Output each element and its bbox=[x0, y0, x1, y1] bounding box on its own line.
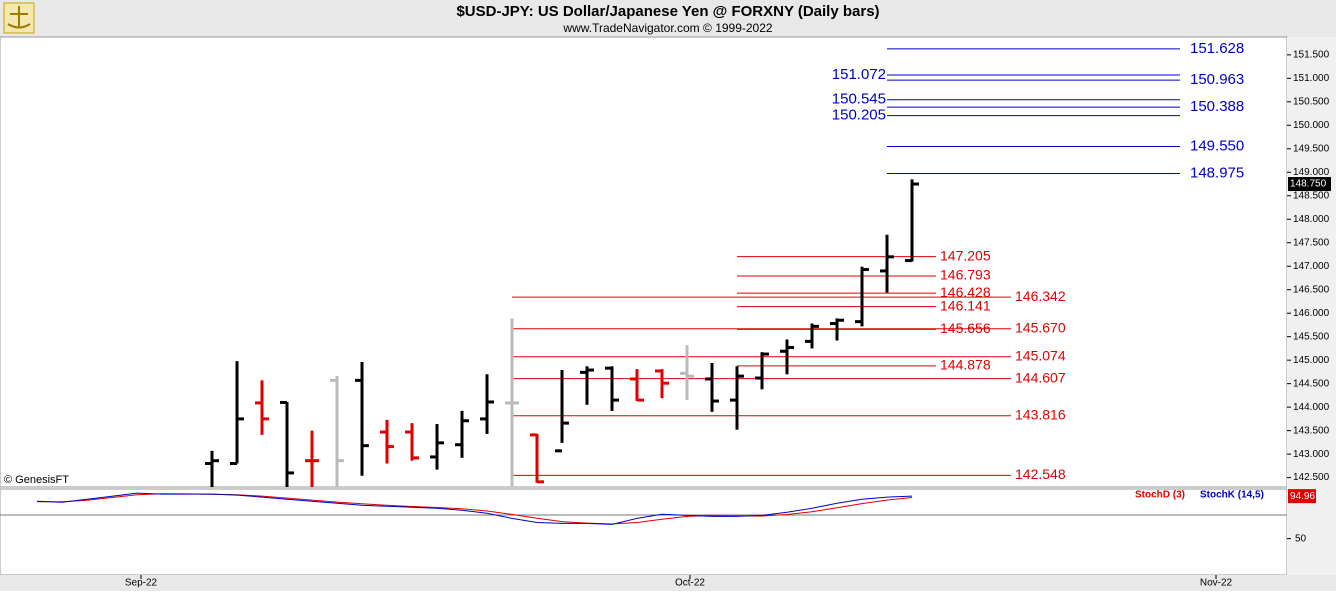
price-plot: 151.628 151.072 150.963 150.545 150.388 150.2… bbox=[205, 40, 1244, 487]
level-label: 148.975 bbox=[1190, 164, 1244, 181]
level-label: 149.550 bbox=[1190, 137, 1244, 154]
stoch-plot bbox=[0, 492, 1287, 525]
level-label: 142.548 bbox=[1015, 466, 1066, 482]
last-price-box bbox=[1288, 177, 1331, 192]
header-bg bbox=[0, 0, 1336, 37]
last-price-label: 148.750 bbox=[1290, 179, 1327, 190]
legend-entry: StochD (3) bbox=[1135, 490, 1185, 501]
chart-title: $USD-JPY: US Dollar/Japanese Yen @ FORXN… bbox=[456, 3, 879, 20]
legend-entry: StochK (14,5) bbox=[1200, 490, 1264, 501]
y-tick-label: 50 bbox=[1295, 533, 1307, 544]
y-tick-label: 145.000 bbox=[1293, 355, 1330, 366]
y-tick-label: 150.000 bbox=[1293, 120, 1330, 131]
y-tick-label: 146.500 bbox=[1293, 284, 1330, 295]
level-label: 146.342 bbox=[1015, 288, 1066, 304]
y-axis-bg bbox=[1287, 37, 1336, 575]
main-panel bbox=[0, 36, 1288, 488]
level-label: 144.878 bbox=[940, 357, 991, 373]
level-label: 146.141 bbox=[940, 297, 991, 313]
y-tick-label: 149.000 bbox=[1293, 167, 1330, 178]
level-label: 143.816 bbox=[1015, 406, 1066, 422]
level-label: 146.793 bbox=[940, 267, 991, 283]
logo bbox=[3, 2, 35, 34]
y-tick-label: 147.000 bbox=[1293, 261, 1330, 272]
level-label: 150.205 bbox=[832, 107, 886, 124]
y-tick-label: 144.500 bbox=[1293, 378, 1330, 389]
last-value-label: 94.96 bbox=[1290, 491, 1315, 502]
stoch-panel bbox=[0, 488, 1288, 576]
last-value-box bbox=[1288, 489, 1316, 504]
y-tick-label: 146.000 bbox=[1293, 308, 1330, 319]
level-label: 145.656 bbox=[940, 320, 991, 336]
y-tick-label: 150.500 bbox=[1293, 96, 1330, 107]
level-label: 147.205 bbox=[940, 247, 991, 263]
y-tick-label: 151.500 bbox=[1293, 49, 1330, 60]
y-tick-label: 147.500 bbox=[1293, 237, 1330, 248]
y-tick-label: 142.500 bbox=[1293, 472, 1330, 483]
x-tick-label: Oct-22 bbox=[675, 578, 705, 589]
level-label: 151.628 bbox=[1190, 40, 1244, 57]
level-label: 145.074 bbox=[1015, 347, 1066, 363]
level-label: 150.545 bbox=[832, 91, 886, 108]
level-label: 146.428 bbox=[940, 284, 991, 300]
y-tick-label: 145.500 bbox=[1293, 331, 1330, 342]
y-tick-label: 144.000 bbox=[1293, 402, 1330, 413]
level-label: 145.670 bbox=[1015, 319, 1066, 335]
chart-subtitle: www.TradeNavigator.com © 1999-2022 bbox=[562, 21, 772, 35]
level-label: 150.963 bbox=[1190, 71, 1244, 88]
copyright: © GenesisFT bbox=[4, 474, 69, 486]
y-tick-label: 143.500 bbox=[1293, 425, 1330, 436]
x-tick-label: Nov-22 bbox=[1200, 578, 1233, 589]
x-axis-bg bbox=[0, 575, 1336, 591]
level-label: 150.388 bbox=[1190, 98, 1244, 115]
y-tick-label: 149.500 bbox=[1293, 143, 1330, 154]
y-tick-label: 148.000 bbox=[1293, 214, 1330, 225]
x-tick-label: Sep-22 bbox=[125, 578, 158, 589]
level-label: 151.072 bbox=[832, 66, 886, 83]
stoch-line bbox=[36, 492, 913, 525]
y-tick-label: 143.000 bbox=[1293, 449, 1330, 460]
level-label: 144.607 bbox=[1015, 369, 1066, 385]
y-tick-label: 148.500 bbox=[1293, 190, 1330, 201]
y-tick-label: 151.000 bbox=[1293, 73, 1330, 84]
